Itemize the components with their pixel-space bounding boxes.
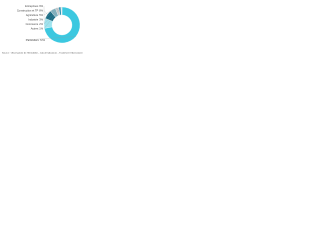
value-label: 9% [39,4,43,8]
value-label: 5% [39,13,43,17]
slice-label: Autres1% [31,26,44,30]
slice-label: Entreprises9% [25,4,44,8]
value-label: 72% [40,38,46,42]
leader-line [43,7,58,20]
category-label: Commerce [26,22,39,26]
leader-line [43,10,48,15]
category-label: Industrie [28,17,39,21]
slice-label: Commerce2% [26,22,44,26]
leader-line [24,36,76,41]
source: Source : Observatoire de l'Immobilier - … [2,52,83,55]
slice-label: Particuliers72% [26,38,46,42]
value-label: 8% [39,8,43,12]
category-label: Agriculture [26,13,39,17]
slice [60,6,63,16]
chart: Source : Observatoire de l'Immobilier - … [2,4,83,55]
leader-line [43,6,62,29]
value-label: 1% [39,26,43,30]
value-label: 3% [39,17,43,21]
category-label: Construction et TP [17,8,39,12]
category-label: Entreprises [25,4,39,8]
category-label: Particuliers [26,38,40,42]
slice-label: Construction et TP8% [17,8,44,12]
value-label: 2% [39,22,43,26]
leader-line [43,7,60,25]
slice [44,6,81,44]
category-label: Autres [31,26,39,30]
slice-label: Industrie3% [28,17,43,21]
slice-label: Agriculture5% [26,13,44,17]
leader-line [43,9,53,16]
